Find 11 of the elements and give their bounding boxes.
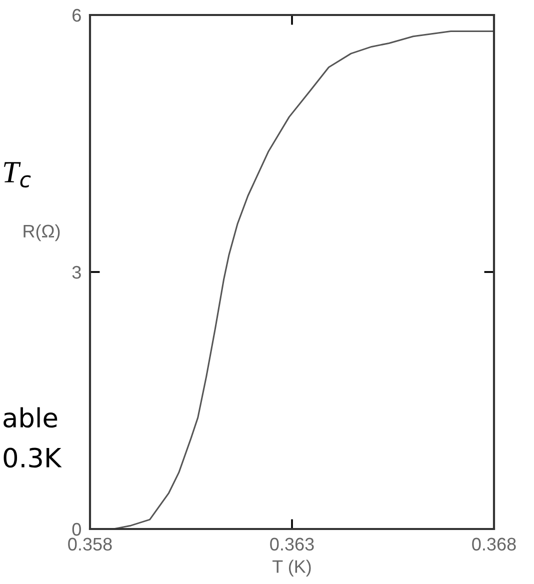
x-tick-label: 0.368 <box>472 538 516 551</box>
x-axis-title: T (K) <box>272 560 311 577</box>
y-tick-label: 0 <box>72 522 81 536</box>
x-tick-label: 0.358 <box>68 538 112 551</box>
y-tick-label: 6 <box>72 8 81 22</box>
text: able <box>4 407 58 428</box>
y-axis-title: R(Ω) <box>24 224 60 242</box>
x-tick-label: 0.363 <box>270 538 314 551</box>
y-tick-label: 3 <box>72 266 81 279</box>
text: T$_{c}$ <box>4 162 31 188</box>
text: 0.3K <box>4 448 62 468</box>
